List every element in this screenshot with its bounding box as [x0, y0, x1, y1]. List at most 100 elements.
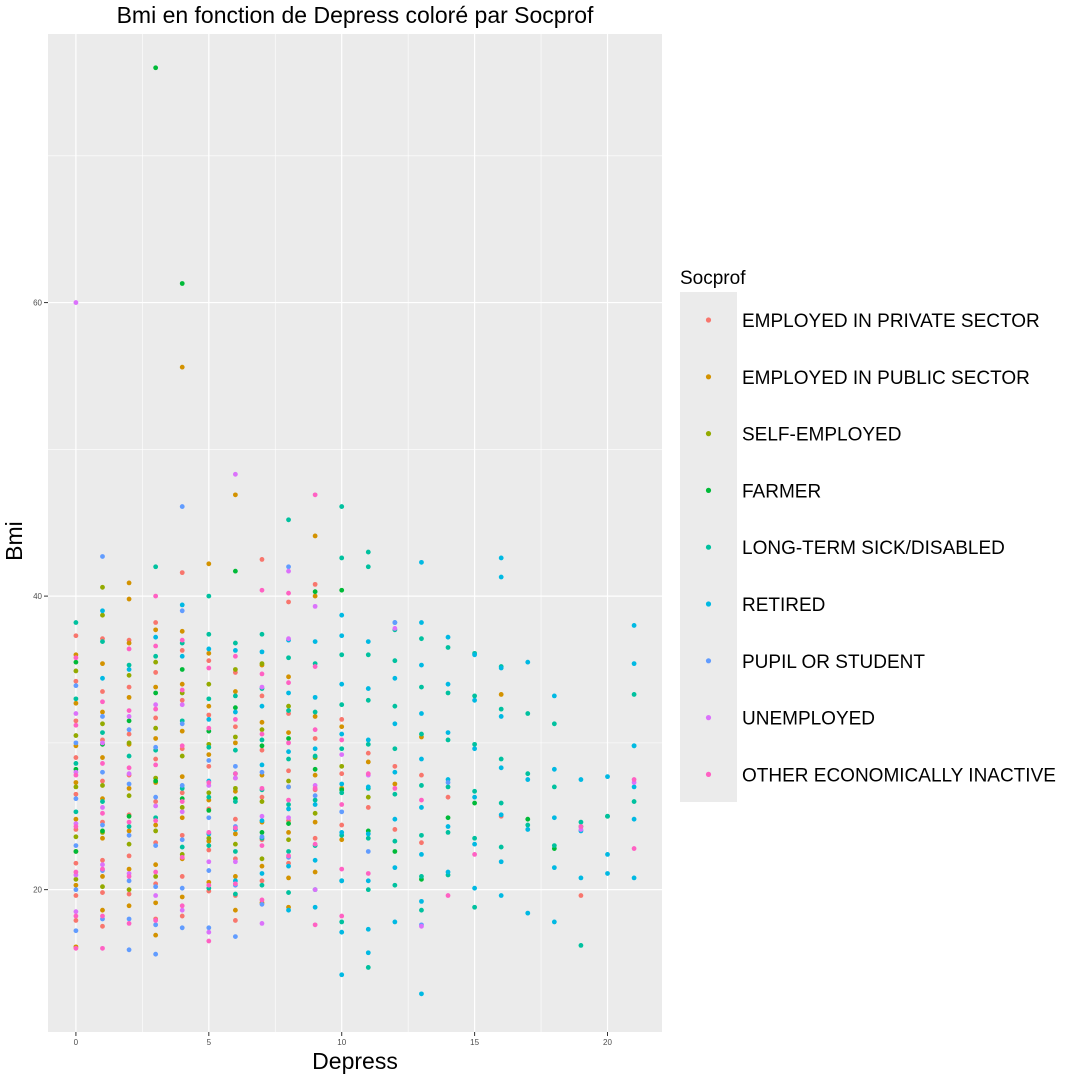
- data-point: [100, 822, 105, 828]
- data-point: [179, 648, 185, 653]
- data-point: [73, 711, 79, 716]
- data-point: [286, 680, 291, 686]
- legend-key: [705, 374, 712, 380]
- data-point: [259, 813, 265, 819]
- data-point: [153, 756, 159, 762]
- data-point: [179, 753, 185, 759]
- data-point: [259, 587, 265, 593]
- data-point: [206, 843, 212, 849]
- data-point: [365, 759, 371, 765]
- data-point: [286, 768, 291, 774]
- data-point: [232, 775, 238, 781]
- data-point: [206, 807, 212, 813]
- data-point: [286, 821, 291, 826]
- data-point: [73, 860, 79, 866]
- data-point: [472, 800, 478, 806]
- data-point: [259, 830, 265, 835]
- data-point: [631, 777, 637, 782]
- data-point: [525, 910, 531, 916]
- data-point: [259, 671, 265, 677]
- data-point: [153, 951, 159, 957]
- data-point: [392, 675, 398, 681]
- data-point: [339, 737, 345, 743]
- data-point: [578, 875, 584, 881]
- data-point: [153, 862, 159, 868]
- data-point: [206, 703, 212, 709]
- data-point: [339, 830, 345, 835]
- data-point: [206, 830, 212, 835]
- data-point: [232, 693, 238, 699]
- data-point: [365, 965, 371, 970]
- data-point: [179, 907, 185, 913]
- data-point: [232, 705, 238, 711]
- data-point: [179, 815, 185, 821]
- data-point: [126, 832, 132, 838]
- data-point: [312, 766, 318, 772]
- data-point: [206, 938, 212, 944]
- data-point: [551, 919, 557, 925]
- data-point: [206, 681, 212, 687]
- data-point: [126, 887, 132, 893]
- data-point: [259, 737, 265, 743]
- data-point: [126, 793, 132, 799]
- data-point: [551, 815, 557, 821]
- data-point: [286, 849, 291, 854]
- legend-key: [705, 544, 712, 550]
- data-point: [392, 785, 398, 791]
- data-point: [126, 947, 132, 953]
- data-point: [419, 874, 424, 879]
- data-point: [100, 608, 105, 614]
- data-point: [126, 878, 132, 884]
- data-point: [498, 765, 504, 771]
- data-point: [312, 835, 318, 841]
- data-point: [153, 803, 159, 809]
- data-point: [472, 841, 478, 847]
- data-point: [339, 633, 345, 639]
- data-point: [339, 752, 345, 758]
- data-point: [100, 778, 105, 784]
- data-point: [339, 837, 345, 843]
- data-point: [73, 761, 79, 766]
- data-point: [100, 913, 105, 919]
- data-point: [286, 730, 291, 735]
- data-point: [126, 667, 132, 672]
- data-point: [126, 866, 132, 872]
- data-point: [339, 612, 345, 618]
- data-point: [392, 769, 398, 775]
- data-point: [339, 913, 345, 919]
- data-point: [498, 812, 504, 818]
- data-point: [73, 791, 79, 797]
- data-point: [445, 893, 451, 898]
- data-point: [339, 790, 345, 796]
- data-point: [179, 728, 185, 734]
- data-point: [339, 866, 345, 872]
- data-point: [286, 830, 291, 835]
- data-point: [365, 887, 371, 893]
- data-point: [498, 844, 504, 850]
- data-point: [73, 655, 79, 661]
- data-point: [73, 849, 79, 854]
- data-point: [419, 772, 424, 778]
- data-point: [605, 774, 610, 780]
- data-point: [631, 799, 637, 804]
- data-point: [605, 852, 610, 857]
- data-point: [100, 755, 105, 760]
- data-point: [286, 590, 291, 596]
- data-point: [73, 945, 79, 951]
- data-point: [126, 727, 132, 733]
- data-point: [286, 655, 291, 661]
- data-point: [365, 950, 371, 956]
- data-point: [73, 300, 79, 305]
- data-point: [126, 813, 132, 819]
- data-point: [100, 709, 105, 715]
- data-point: [259, 649, 265, 655]
- data-point: [365, 737, 371, 743]
- data-point: [286, 599, 291, 605]
- data-point: [525, 771, 531, 777]
- data-point: [206, 882, 212, 888]
- data-point: [100, 612, 105, 618]
- data-point: [206, 712, 212, 718]
- data-point: [578, 819, 584, 825]
- legend-key: [705, 658, 712, 664]
- data-point: [126, 853, 132, 859]
